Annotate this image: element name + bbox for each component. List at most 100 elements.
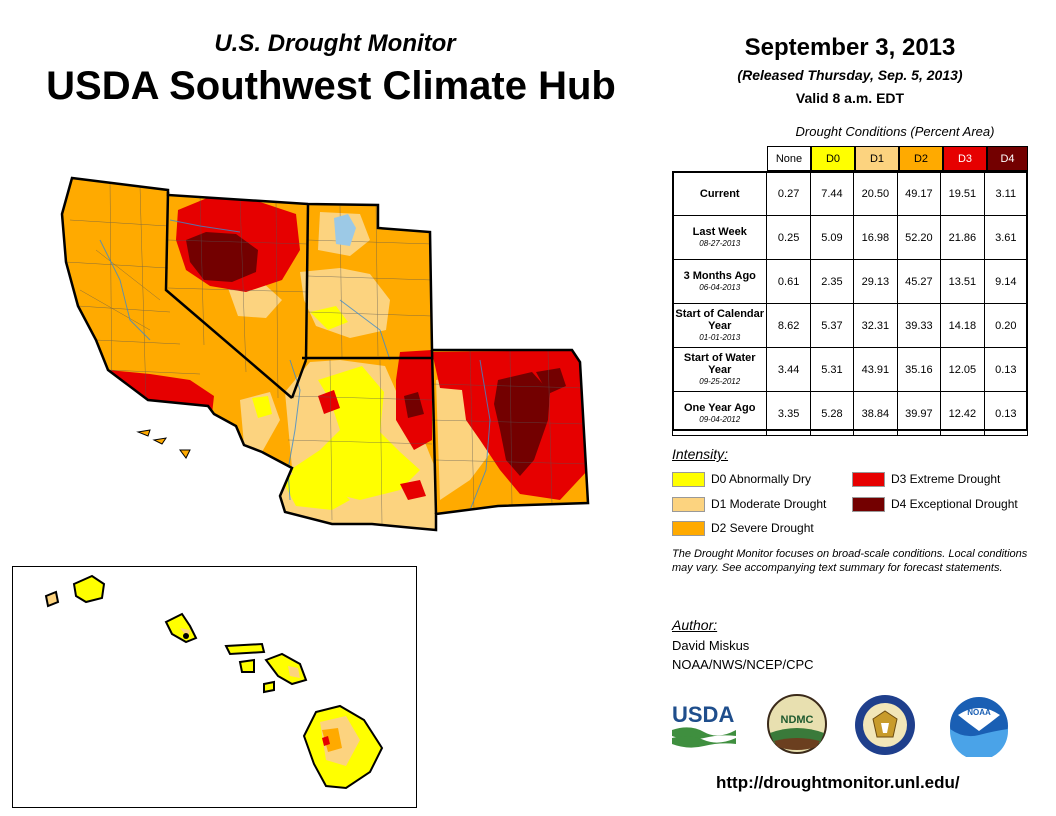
- col-header-d2: D2: [899, 146, 943, 171]
- table-cell: 39.97: [896, 391, 942, 436]
- table-cell: 3.44: [766, 347, 811, 392]
- island-kahoolawe: [263, 680, 275, 694]
- table-cell: 2.35: [809, 259, 855, 304]
- island-maui: [264, 652, 308, 686]
- table-row: Current 0.27 7.44 20.50 49.17 19.51 3.11: [671, 171, 1029, 216]
- table-cell: 0.61: [766, 259, 811, 304]
- row-label: Current: [671, 171, 768, 216]
- table-cell: 52.20: [896, 215, 942, 260]
- legend-item-d2: D2 Severe Drought: [672, 519, 814, 537]
- table-cell: 14.18: [940, 303, 985, 348]
- d3-area: [400, 480, 426, 500]
- ca-nv-border: [164, 191, 293, 399]
- legend-item-d1: D1 Moderate Drought: [672, 495, 826, 513]
- hawaii-inset-frame: [12, 566, 417, 808]
- d0-area: [310, 306, 348, 330]
- legend-item-d3: D3 Extreme Drought: [852, 470, 1000, 488]
- island-molokai: [224, 642, 266, 656]
- row-label: Start of Water Year 09-25-2012: [671, 347, 768, 392]
- island-lanai: [238, 658, 255, 673]
- table-cell: 0.13: [983, 347, 1029, 392]
- table-cell: 5.28: [809, 391, 855, 436]
- row-label: Last Week 08-27-2013: [671, 215, 768, 260]
- map-title: USDA Southwest Climate Hub: [46, 64, 616, 108]
- island-niihau: [44, 590, 60, 608]
- noaa-logo-text: NOAA: [967, 708, 991, 717]
- col-header-d4: D4: [987, 146, 1028, 171]
- table-cell: 9.14: [983, 259, 1029, 304]
- table-cell: 5.37: [809, 303, 855, 348]
- island-oahu: [164, 612, 198, 644]
- az-nm-border: [430, 349, 438, 515]
- table-cell: 3.35: [766, 391, 811, 436]
- table-row: Last Week 08-27-2013 0.25 5.09 16.98 52.2…: [671, 215, 1029, 260]
- row-label: One Year Ago 09-04-2012: [671, 391, 768, 436]
- table-row: One Year Ago 09-04-2012 3.35 5.28 38.84 3…: [671, 391, 1029, 436]
- d0-area: [252, 396, 272, 418]
- release-date: (Released Thursday, Sep. 5, 2013): [737, 67, 963, 83]
- ndmc-logo: NDMC: [767, 694, 827, 754]
- table-cell: 0.13: [983, 391, 1029, 436]
- valid-time: Valid 8 a.m. EDT: [795, 90, 905, 106]
- d0-area: [282, 470, 350, 510]
- table-cell: 32.31: [853, 303, 898, 348]
- table-row: Start of Calendar Year 01-01-2013 8.62 5.…: [671, 303, 1029, 348]
- legend-item-d4: D4 Exceptional Drought: [852, 495, 1018, 513]
- legend-title: Intensity:: [672, 446, 729, 462]
- author-name: David Miskus: [672, 638, 750, 653]
- ndmc-logo-text: NDMC: [781, 714, 814, 726]
- legend-swatch-d2: [672, 521, 705, 537]
- d4-area: [186, 232, 258, 282]
- author-org: NOAA/NWS/NCEP/CPC: [672, 657, 814, 672]
- noaa-logo: NOAA: [950, 697, 1008, 757]
- table-cell: 7.44: [809, 171, 855, 216]
- d3-area: [318, 390, 340, 414]
- legend-item-d0: D0 Abnormally Dry: [672, 470, 811, 488]
- legend-swatch-d1: [672, 497, 705, 513]
- island-kauai: [72, 574, 106, 604]
- row-label: 3 Months Ago 06-04-2013: [671, 259, 768, 304]
- usda-logo-text: USDA: [672, 702, 734, 727]
- author-title: Author:: [672, 617, 718, 633]
- col-header-none: None: [767, 146, 811, 171]
- table-caption: Drought Conditions (Percent Area): [795, 124, 995, 139]
- table-cell: 12.42: [940, 391, 985, 436]
- d0-area: [290, 366, 420, 500]
- legend-swatch-d0: [672, 472, 705, 488]
- table-cell: 0.27: [766, 171, 811, 216]
- map-date: September 3, 2013: [744, 34, 956, 61]
- row-label: Start of Calendar Year 01-01-2013: [671, 303, 768, 348]
- table-cell: 5.31: [809, 347, 855, 392]
- d4-area: [494, 372, 550, 476]
- map-subtitle: U.S. Drought Monitor: [214, 30, 456, 57]
- disclaimer-note: The Drought Monitor focuses on broad-sca…: [672, 548, 1028, 574]
- website-url[interactable]: http://droughtmonitor.unl.edu/: [716, 773, 960, 792]
- table-corner: [672, 146, 767, 171]
- nv-ut-border: [304, 203, 310, 361]
- table-cell: 20.50: [853, 171, 898, 216]
- col-header-d0: D0: [811, 146, 855, 171]
- table-cell: 43.91: [853, 347, 898, 392]
- table-cell: 21.86: [940, 215, 985, 260]
- table-cell: 0.25: [766, 215, 811, 260]
- table-cell: 29.13: [853, 259, 898, 304]
- table-cell: 12.05: [940, 347, 985, 392]
- table-cell: 38.84: [853, 391, 898, 436]
- table-cell: 0.20: [983, 303, 1029, 348]
- table-cell: 39.33: [896, 303, 942, 348]
- doc-seal-logo: [855, 695, 915, 755]
- table-row: Start of Water Year 09-25-2012 3.44 5.31 …: [671, 347, 1029, 392]
- table-row: 3 Months Ago 06-04-2013 0.61 2.35 29.13 4…: [671, 259, 1029, 304]
- legend-swatch-d3: [852, 472, 885, 488]
- southwest-outline: [60, 176, 590, 532]
- table-cell: 35.16: [896, 347, 942, 392]
- d4-area: [404, 392, 424, 418]
- great-salt-lake: [334, 214, 356, 246]
- table-cell: 19.51: [940, 171, 985, 216]
- legend-swatch-d4: [852, 497, 885, 513]
- table-cell: 8.62: [766, 303, 811, 348]
- table-cell: 3.11: [983, 171, 1029, 216]
- col-header-d3: D3: [943, 146, 987, 171]
- table-cell: 3.61: [983, 215, 1029, 260]
- table-cell: 16.98: [853, 215, 898, 260]
